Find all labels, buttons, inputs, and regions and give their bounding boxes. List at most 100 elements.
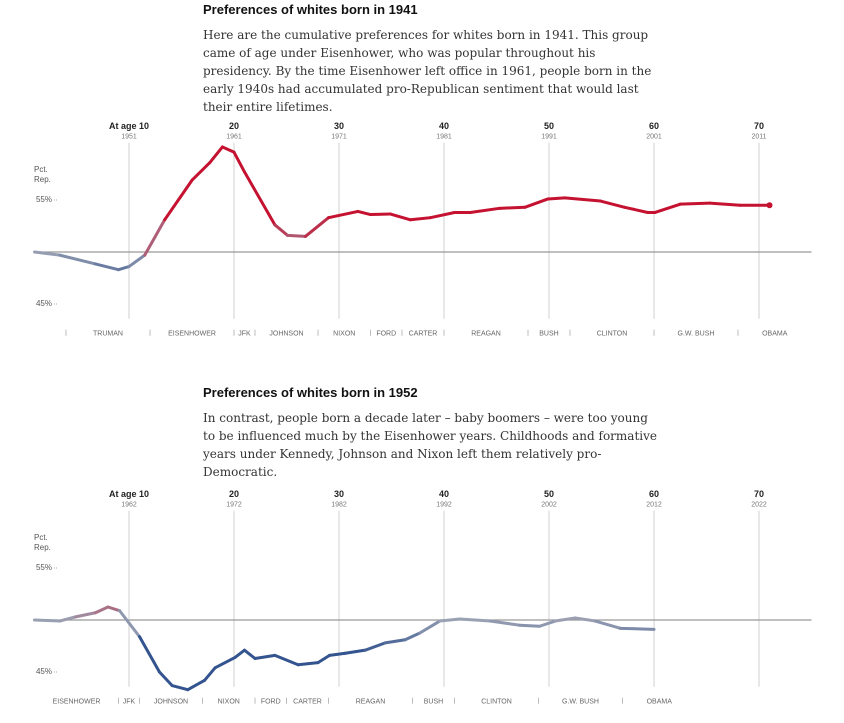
era-label: JFK	[123, 699, 136, 706]
line-segment	[203, 666, 217, 682]
line-segment	[356, 209, 372, 217]
line-segment	[518, 623, 542, 628]
x-tick-label: 70	[754, 121, 764, 131]
y-tick-label: 45%	[36, 667, 52, 676]
line-segment	[127, 253, 147, 269]
x-tick-year: 1951	[121, 134, 137, 141]
line-segment	[593, 619, 622, 630]
line-segment	[623, 205, 650, 214]
x-tick-year: 1972	[226, 502, 242, 509]
line-segment	[468, 206, 502, 214]
x-tick-year: 1981	[436, 134, 452, 141]
line-segment	[316, 653, 332, 665]
x-tick-label: 30	[334, 489, 344, 499]
era-label: OBAMA	[762, 331, 788, 338]
line-segment	[428, 210, 456, 220]
line-segment	[653, 202, 682, 214]
x-tick-year: 2011	[751, 134, 766, 141]
y-axis-label: Pct.	[34, 533, 48, 542]
y-tick-label: 55%	[36, 195, 52, 204]
line-segment	[363, 641, 387, 652]
chart-description: Here are the cumulative preferences for …	[203, 28, 652, 114]
line-segment	[408, 216, 432, 222]
era-label: OBAMA	[647, 699, 673, 706]
line-segment	[296, 661, 320, 667]
era-label: BUSH	[424, 699, 443, 706]
line-segment	[220, 145, 236, 154]
line-segment	[488, 619, 522, 627]
line-segment	[58, 615, 77, 623]
y-axis-label: Pct.	[34, 165, 48, 174]
era-label: CLINTON	[597, 331, 628, 338]
x-tick-year: 1962	[121, 502, 137, 509]
line-segment	[286, 233, 307, 238]
line-segment	[243, 170, 277, 227]
end-marker	[766, 202, 773, 209]
line-segment	[208, 145, 224, 165]
era-label: REAGAN	[471, 331, 501, 338]
x-tick-year: 1982	[331, 502, 347, 509]
x-tick-label: 20	[229, 121, 239, 131]
line-segment	[243, 648, 257, 660]
era-label: CARTER	[293, 699, 322, 706]
line-segment	[273, 653, 300, 667]
line-segment	[213, 655, 237, 670]
chart-title: Preferences of whites born in 1952	[203, 385, 418, 400]
line-segment	[117, 265, 131, 272]
line-segment	[438, 617, 462, 623]
line-segment	[303, 216, 330, 238]
line-segment	[93, 262, 120, 272]
line-segment	[106, 605, 122, 613]
era-label: JOHNSON	[154, 699, 188, 706]
line-segment	[523, 197, 550, 209]
line-segment	[573, 616, 597, 623]
x-tick-label: 50	[544, 121, 554, 131]
y-tick-label: 45%	[36, 299, 52, 308]
chart-title: Preferences of whites born in 1941	[203, 2, 418, 17]
x-tick-label: 60	[649, 121, 659, 131]
era-label: G.W. BUSH	[678, 331, 715, 338]
x-tick-label: 50	[544, 489, 554, 499]
line-segment	[598, 199, 627, 209]
line-segment	[708, 201, 742, 207]
x-tick-year: 2001	[646, 134, 662, 141]
x-tick-year: 2022	[751, 502, 767, 509]
line-segment	[418, 619, 442, 635]
x-tick-year: 1991	[541, 134, 557, 141]
line-segment	[33, 618, 62, 623]
line-segment	[553, 616, 577, 623]
line-segment	[233, 648, 246, 659]
x-tick-label: 40	[439, 121, 449, 131]
era-label: NIXON	[218, 699, 240, 706]
era-label: TRUMAN	[93, 331, 123, 338]
line-segment	[403, 631, 422, 642]
line-segment	[388, 212, 412, 222]
y-tick-label: 55%	[36, 563, 52, 572]
line-segment	[498, 205, 527, 210]
line-segment	[93, 605, 110, 615]
line-segment	[327, 209, 360, 220]
era-label: NIXON	[333, 331, 355, 338]
line-segment	[458, 617, 492, 623]
line-segment	[253, 653, 277, 660]
era-label: BUSH	[539, 331, 558, 338]
line-segment	[138, 635, 161, 674]
line-segment	[369, 212, 392, 217]
line-segment	[58, 253, 97, 266]
x-tick-label: 40	[439, 489, 449, 499]
line-segment	[186, 678, 207, 692]
line-segment	[678, 201, 712, 206]
x-tick-year: 1961	[226, 134, 242, 141]
x-tick-label: 20	[229, 489, 239, 499]
x-tick-label: At age 10	[109, 489, 149, 499]
y-axis-label: Rep.	[34, 175, 51, 184]
x-tick-label: 60	[649, 489, 659, 499]
era-label: CARTER	[409, 331, 438, 338]
x-tick-year: 1992	[436, 502, 452, 509]
x-tick-label: 70	[754, 489, 764, 499]
line-segment	[618, 626, 656, 631]
era-label: FORD	[376, 331, 396, 338]
line-segment	[157, 670, 174, 688]
era-label: JOHNSON	[269, 331, 303, 338]
